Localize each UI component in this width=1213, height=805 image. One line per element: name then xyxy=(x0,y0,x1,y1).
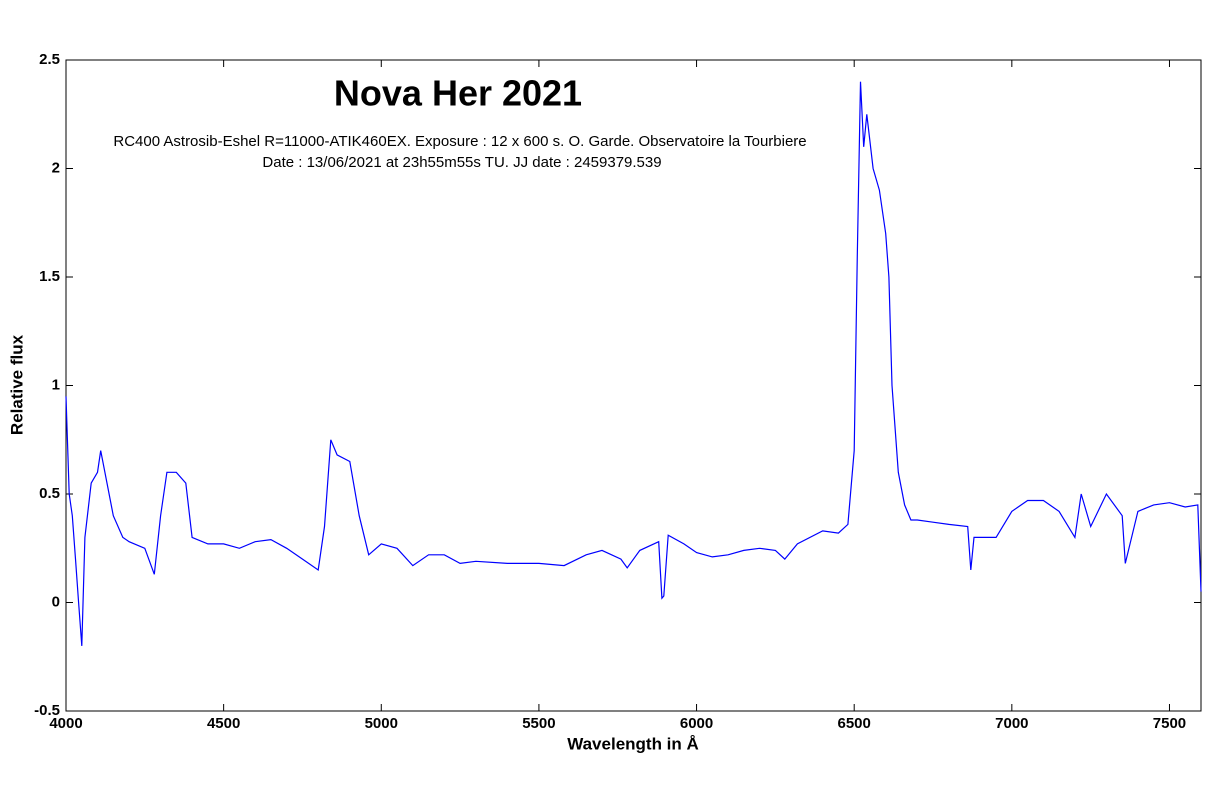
y-tick-label: 1.5 xyxy=(39,268,60,285)
x-tick-label: 6500 xyxy=(838,715,871,732)
subtitle: RC400 Astrosib-Eshel R=11000-ATIK460EX. … xyxy=(113,133,806,150)
chart-title: Nova Her 2021 xyxy=(334,73,582,114)
x-tick-label: 5500 xyxy=(522,715,555,732)
y-tick-label: 2.5 xyxy=(39,51,60,68)
spectrum-line xyxy=(65,81,1202,646)
y-tick-label: 2 xyxy=(52,159,60,176)
x-tick-label: 4500 xyxy=(207,715,240,732)
x-axis-label: Wavelength in Å xyxy=(567,734,699,753)
y-tick-label: -0.5 xyxy=(34,702,60,719)
x-tick-label: 6000 xyxy=(680,715,713,732)
y-tick-label: 0 xyxy=(52,593,60,610)
subtitle: Date : 13/06/2021 at 23h55m55s TU. JJ da… xyxy=(262,154,661,171)
x-tick-label: 5000 xyxy=(365,715,398,732)
x-tick-label: 4000 xyxy=(49,715,82,732)
y-axis-label: Relative flux xyxy=(7,334,26,435)
y-tick-label: 1 xyxy=(52,376,60,393)
y-tick-label: 0.5 xyxy=(39,485,60,502)
x-tick-label: 7500 xyxy=(1153,715,1186,732)
x-tick-label: 7000 xyxy=(995,715,1028,732)
